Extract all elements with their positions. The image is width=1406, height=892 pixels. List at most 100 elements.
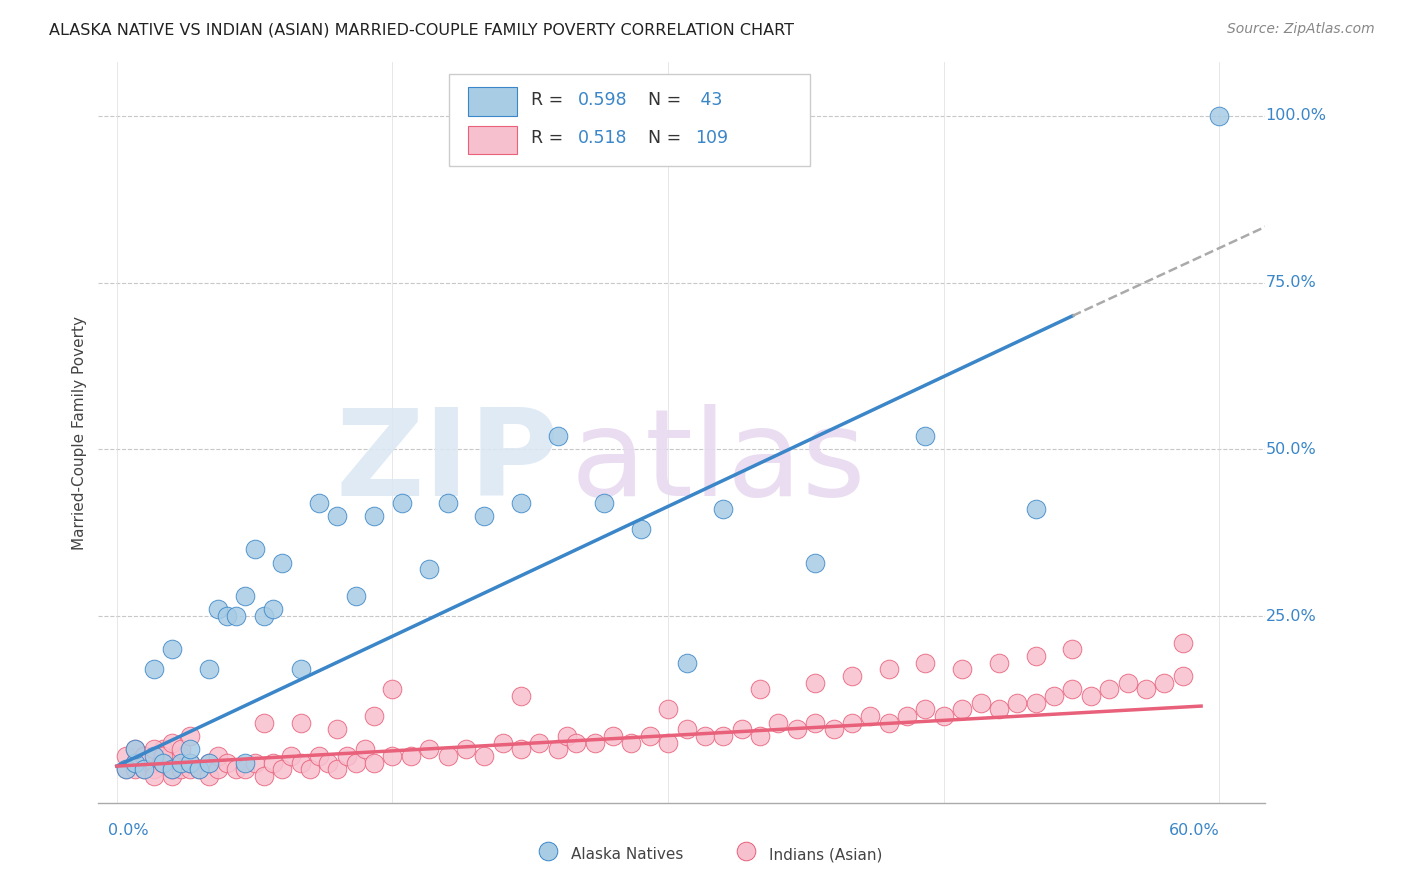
Point xyxy=(472,749,495,764)
Point xyxy=(1126,819,1149,833)
Point xyxy=(134,763,156,777)
Point xyxy=(271,556,294,570)
Text: ZIP: ZIP xyxy=(336,404,560,521)
Point xyxy=(987,656,1010,670)
Point xyxy=(308,496,330,510)
Point xyxy=(399,749,422,764)
Point xyxy=(160,756,183,770)
Text: N =: N = xyxy=(648,129,686,147)
Point xyxy=(620,736,643,750)
Point xyxy=(142,769,165,783)
Point xyxy=(749,682,772,697)
Point xyxy=(253,715,276,730)
Text: Source: ZipAtlas.com: Source: ZipAtlas.com xyxy=(1227,22,1375,37)
Point xyxy=(932,709,955,723)
Text: R =: R = xyxy=(531,129,569,147)
Point xyxy=(235,763,257,777)
Point xyxy=(510,496,533,510)
Point xyxy=(115,763,138,777)
Text: 0.0%: 0.0% xyxy=(108,822,148,838)
Point xyxy=(418,742,440,756)
Point xyxy=(115,763,138,777)
Point xyxy=(160,763,183,777)
Point xyxy=(197,756,219,770)
Point xyxy=(841,715,863,730)
Point xyxy=(1062,682,1084,697)
Point xyxy=(510,742,533,756)
Point xyxy=(950,662,973,676)
Bar xyxy=(468,126,517,154)
Text: 109: 109 xyxy=(695,129,728,147)
Point xyxy=(657,736,679,750)
Point xyxy=(363,709,385,723)
Point xyxy=(693,729,716,743)
Point xyxy=(235,756,257,770)
Point xyxy=(391,496,413,510)
Point xyxy=(1007,696,1029,710)
Point xyxy=(823,723,845,737)
Point xyxy=(418,562,440,576)
Point xyxy=(711,502,734,516)
Point xyxy=(170,763,193,777)
Point xyxy=(290,756,312,770)
Point xyxy=(547,742,569,756)
Point xyxy=(381,749,404,764)
Point xyxy=(602,729,624,743)
Point xyxy=(207,602,229,616)
Point xyxy=(253,769,276,783)
Text: N =: N = xyxy=(648,91,686,109)
Point xyxy=(179,756,201,770)
Point xyxy=(804,675,827,690)
Point xyxy=(142,749,165,764)
Point xyxy=(547,429,569,443)
Point xyxy=(290,715,312,730)
Point xyxy=(969,696,991,710)
Point xyxy=(1098,682,1121,697)
Point xyxy=(675,723,697,737)
Point xyxy=(179,756,201,770)
Point xyxy=(749,729,772,743)
Point xyxy=(142,763,165,777)
Point xyxy=(555,729,578,743)
Point xyxy=(804,715,827,730)
Point xyxy=(896,709,918,723)
Point xyxy=(813,819,835,833)
Point xyxy=(253,609,276,624)
Point xyxy=(152,756,174,770)
Point xyxy=(675,656,697,670)
Point xyxy=(316,756,339,770)
Point xyxy=(197,769,219,783)
Point xyxy=(152,756,174,770)
Point xyxy=(768,715,790,730)
Point xyxy=(170,742,193,756)
Point xyxy=(454,742,477,756)
Point xyxy=(877,715,900,730)
Point xyxy=(859,709,882,723)
Point xyxy=(1080,689,1102,703)
Point xyxy=(170,756,193,770)
Point xyxy=(711,729,734,743)
Point xyxy=(134,749,156,764)
Point xyxy=(381,682,404,697)
Point xyxy=(298,763,321,777)
Point xyxy=(124,763,146,777)
Point xyxy=(1116,675,1139,690)
Text: Indians (Asian): Indians (Asian) xyxy=(769,847,883,863)
Point xyxy=(363,756,385,770)
Point xyxy=(436,496,458,510)
Text: 50.0%: 50.0% xyxy=(1265,442,1316,457)
Point xyxy=(914,429,936,443)
Point xyxy=(280,749,302,764)
Point xyxy=(170,749,193,764)
Point xyxy=(179,729,201,743)
Point xyxy=(583,736,606,750)
Point xyxy=(308,749,330,764)
Point xyxy=(354,742,377,756)
Point xyxy=(565,736,588,750)
Point xyxy=(877,662,900,676)
Point xyxy=(243,756,266,770)
Point xyxy=(841,669,863,683)
Text: 100.0%: 100.0% xyxy=(1265,108,1326,123)
Point xyxy=(215,756,238,770)
Point xyxy=(124,742,146,756)
